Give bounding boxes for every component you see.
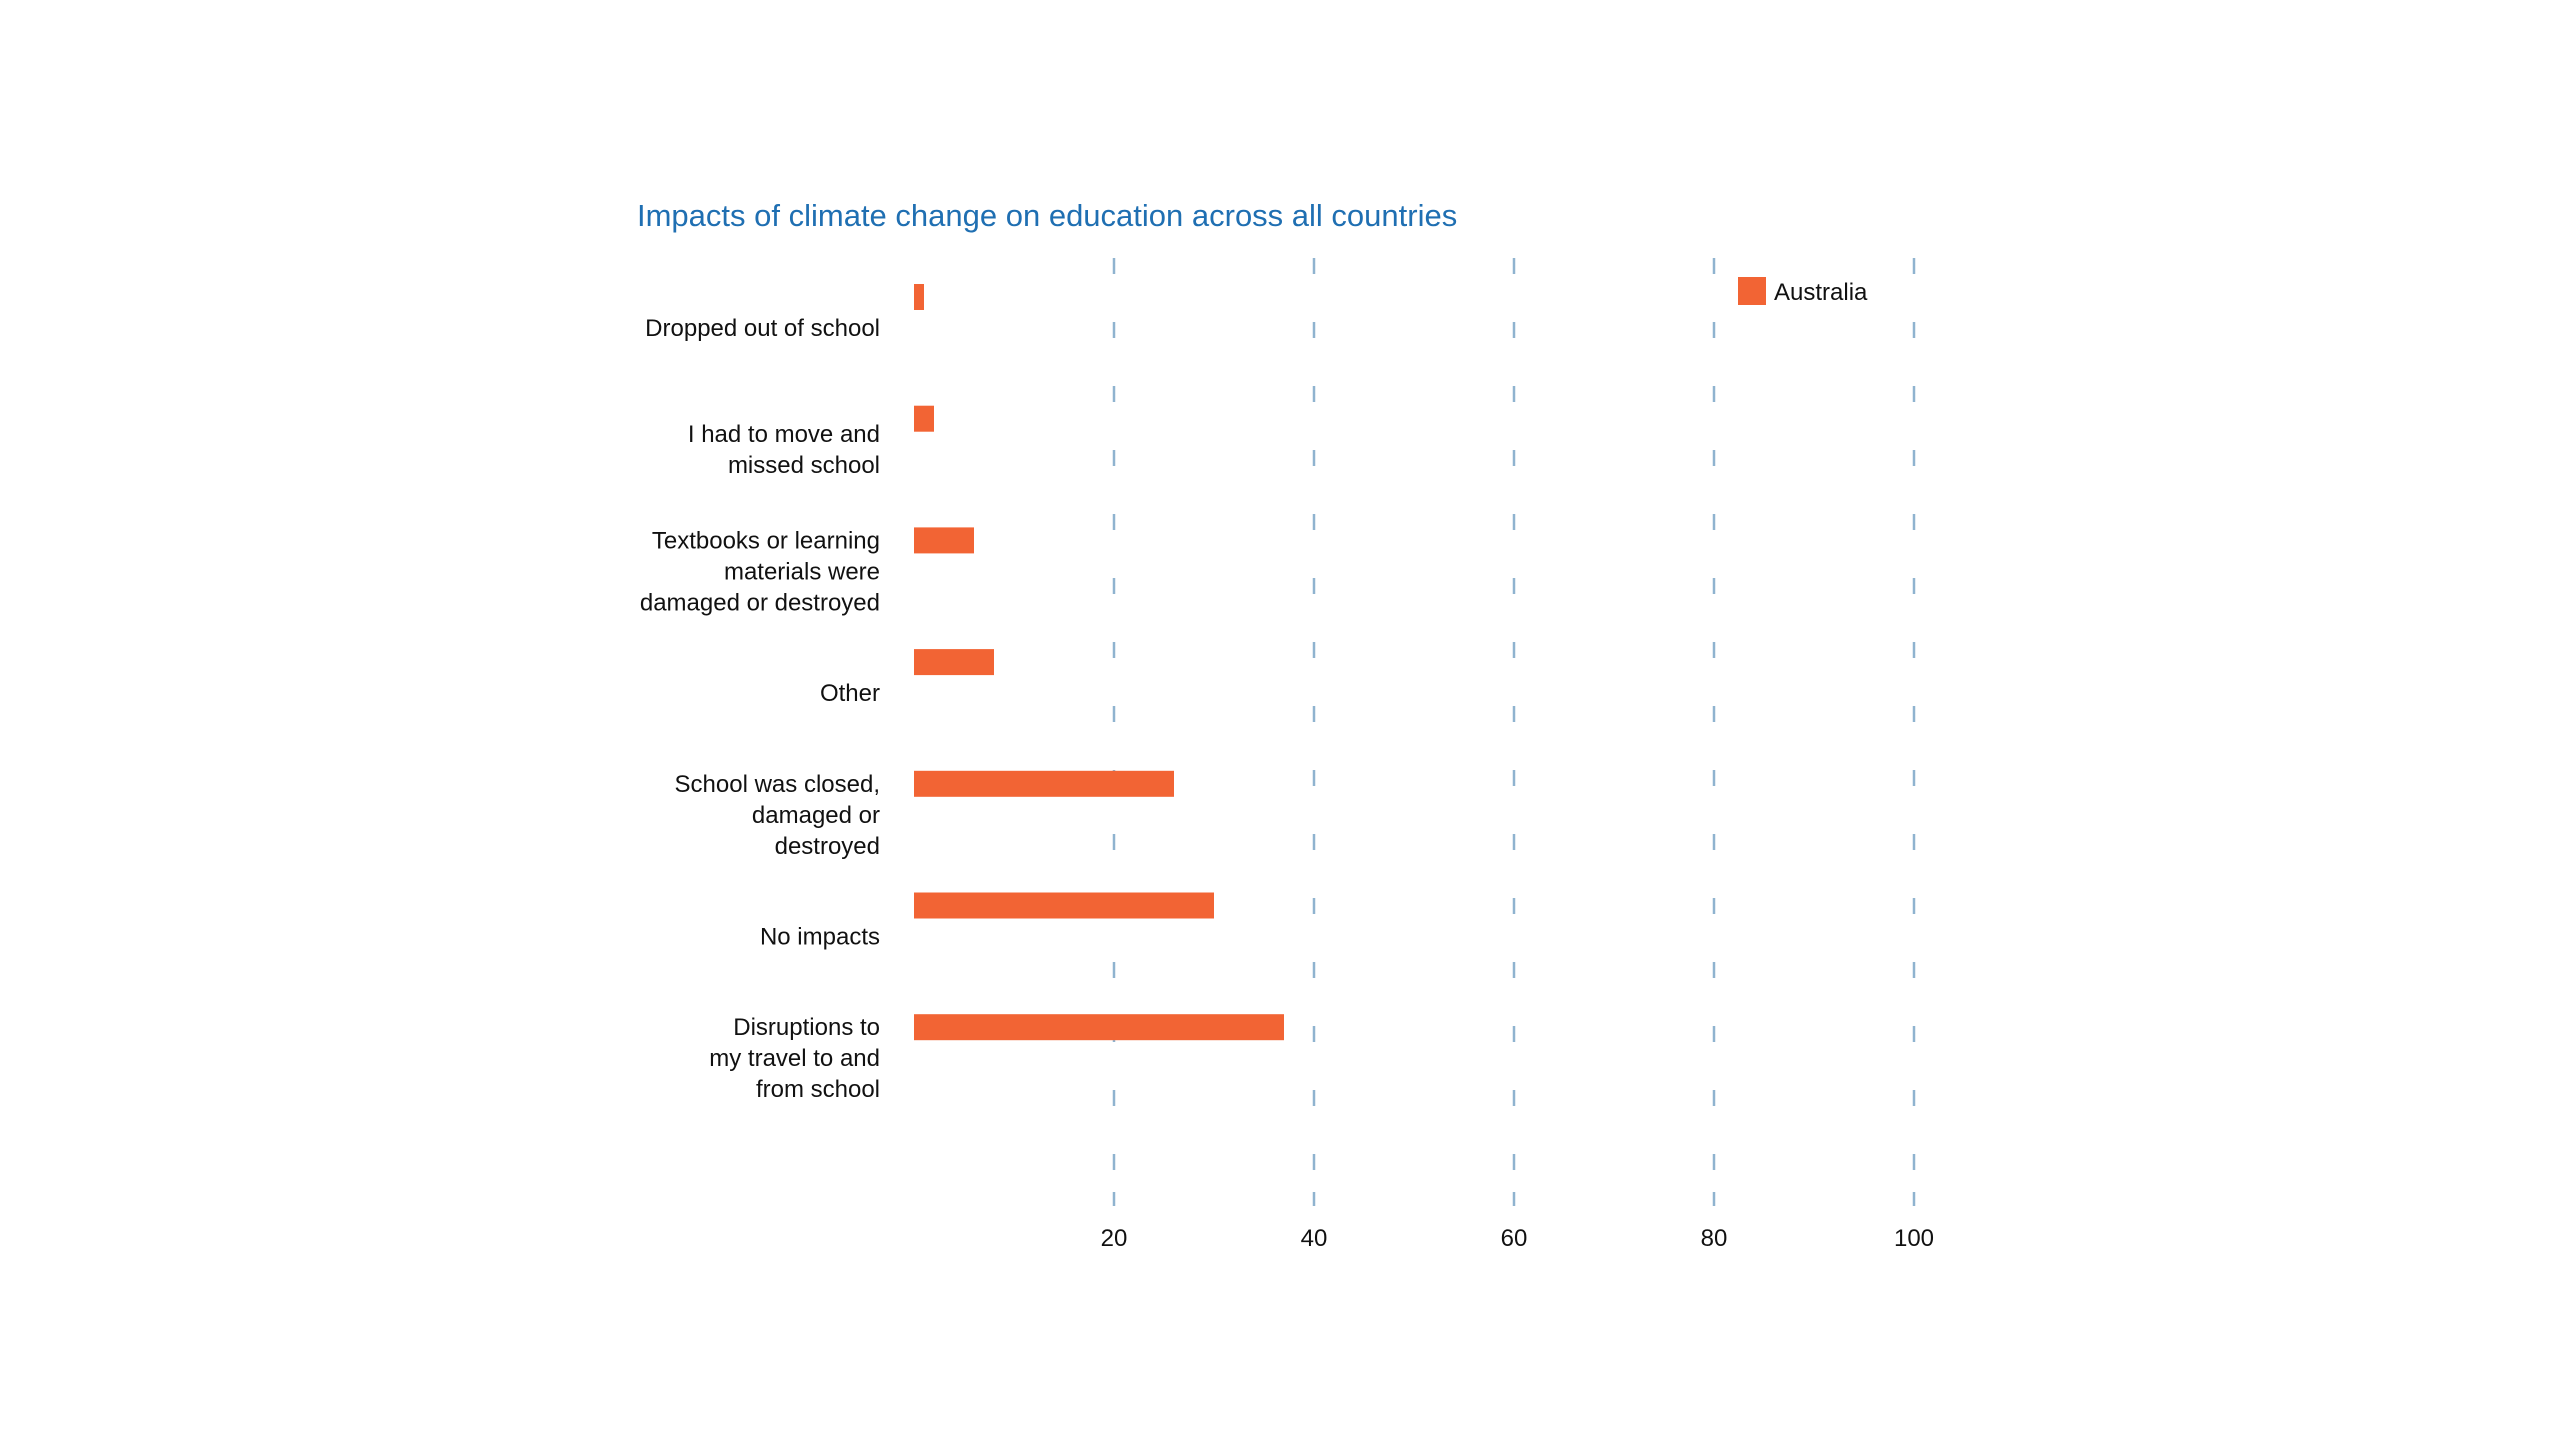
category-label: Disruptions to xyxy=(733,1014,880,1041)
legend-label-australia: Australia xyxy=(1774,279,1868,306)
category-label: damaged or xyxy=(752,802,880,829)
legend: Australia xyxy=(1738,277,1868,306)
bar-3 xyxy=(914,649,994,676)
bar-5 xyxy=(914,892,1214,919)
bar-0 xyxy=(914,284,924,310)
category-label: materials were xyxy=(724,558,880,585)
x-axis-ticks: 20 40 60 80 100 xyxy=(1101,1192,1934,1252)
category-label: I had to move and xyxy=(688,421,880,448)
category-label: Other xyxy=(820,680,880,707)
chart-title: Impacts of climate change on education a… xyxy=(637,198,1457,233)
x-tick-label-40: 40 xyxy=(1301,1225,1328,1252)
category-label: missed school xyxy=(728,452,880,479)
category-label: destroyed xyxy=(775,833,880,860)
category-label: No impacts xyxy=(760,924,880,951)
bar-2 xyxy=(914,527,974,554)
legend-swatch-australia xyxy=(1738,277,1766,305)
category-label: my travel to and xyxy=(709,1045,880,1072)
x-tick-label-80: 80 xyxy=(1701,1225,1728,1252)
category-label: School was closed, xyxy=(675,771,880,798)
bar-1 xyxy=(914,405,934,432)
bar-4 xyxy=(914,770,1174,797)
category-label: Textbooks or learning xyxy=(652,527,880,554)
x-tick-label-100: 100 xyxy=(1894,1225,1934,1252)
bars xyxy=(914,284,1284,1041)
x-tick-label-60: 60 xyxy=(1501,1225,1528,1252)
bar-6 xyxy=(914,1014,1284,1041)
category-label: from school xyxy=(756,1076,880,1103)
category-label: damaged or destroyed xyxy=(640,589,880,616)
category-labels: Dropped out of school I had to move and mi… xyxy=(640,315,880,1103)
x-tick-label-20: 20 xyxy=(1101,1225,1128,1252)
category-label: Dropped out of school xyxy=(645,315,880,342)
gridlines xyxy=(1112,258,1916,1176)
